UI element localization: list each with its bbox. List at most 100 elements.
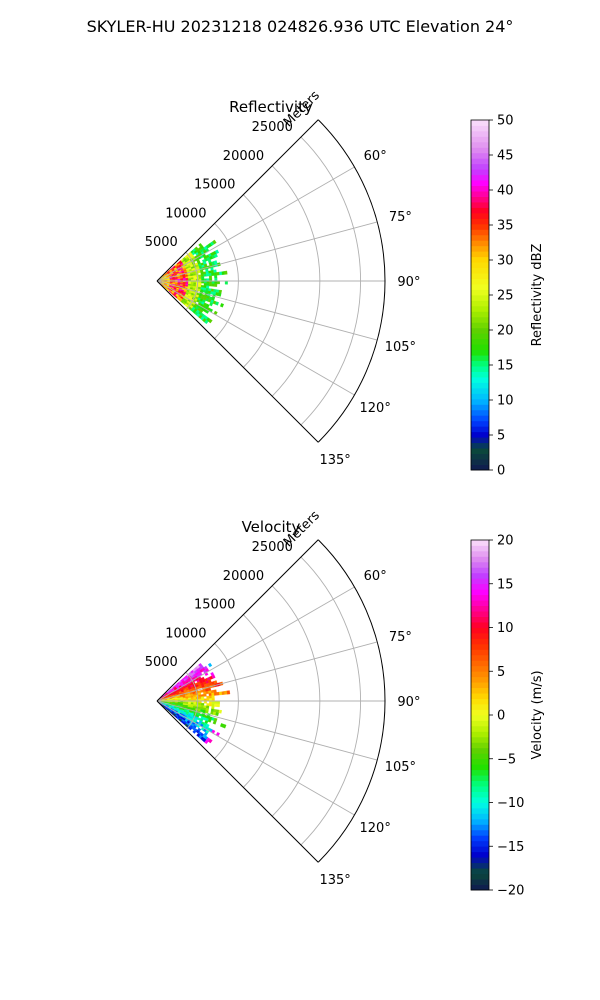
colorbar-tick-label: 0	[497, 709, 505, 724]
colorbar-swatch	[471, 223, 489, 230]
figure-suptitle: SKYLER-HU 20231218 024826.936 UTC Elevat…	[87, 17, 514, 36]
colorbar-swatch	[471, 136, 489, 143]
colorbar-swatch	[471, 835, 489, 842]
colorbar-swatch	[471, 616, 489, 623]
data-cell	[206, 695, 210, 699]
colorbar-swatch	[471, 802, 489, 809]
velocity-polar-axes: Velocity500010000150002000025000Meters60…	[145, 508, 421, 888]
colorbar-swatch	[471, 873, 489, 880]
colorbar-swatch	[471, 594, 489, 601]
colorbar-swatch	[471, 240, 489, 247]
colorbar-swatch	[471, 120, 489, 126]
colorbar-swatch	[471, 687, 489, 694]
colorbar-tick-label: −20	[497, 884, 524, 899]
reflectivity-data-field	[156, 239, 228, 325]
colorbar-swatch	[471, 879, 489, 885]
azimuth-gridline	[156, 280, 355, 396]
colorbar-swatch	[471, 846, 489, 853]
radial-tick-label: 10000	[165, 206, 206, 221]
colorbar-swatch	[471, 818, 489, 825]
colorbar-swatch	[471, 229, 489, 236]
colorbar-swatch	[471, 338, 489, 345]
data-cell	[216, 280, 220, 285]
colorbar-tick-label: 5	[497, 665, 505, 680]
colorbar-swatch	[471, 649, 489, 656]
data-cell	[190, 277, 194, 280]
colorbar-swatch	[471, 125, 489, 132]
colorbar-swatch	[471, 163, 489, 170]
colorbar-tick-label: 40	[497, 184, 514, 199]
data-cell	[188, 697, 192, 700]
colorbar-swatch	[471, 459, 489, 465]
data-cell	[216, 691, 220, 696]
colorbar-tick-label: −5	[497, 752, 516, 767]
colorbar-tick-label: 45	[497, 149, 514, 164]
colorbar-swatch	[471, 152, 489, 159]
colorbar-swatch	[471, 344, 489, 351]
colorbar-swatch	[471, 398, 489, 405]
data-cell	[214, 249, 220, 254]
colorbar-swatch	[471, 627, 489, 634]
colorbar-swatch	[471, 567, 489, 574]
sector-edge-north	[156, 119, 319, 282]
azimuth-tick-label: 60°	[364, 569, 387, 584]
data-cell	[192, 729, 197, 734]
colorbar-swatch	[471, 742, 489, 749]
colorbar-swatch	[471, 556, 489, 563]
data-cell	[219, 271, 223, 276]
colorbar-swatch	[471, 393, 489, 400]
colorbar-label: Velocity (m/s)	[530, 670, 545, 759]
data-cell	[198, 694, 202, 698]
data-cell	[217, 292, 222, 297]
colorbar-swatch	[471, 545, 489, 552]
colorbar-swatch	[471, 638, 489, 645]
colorbar-swatch	[471, 725, 489, 732]
colorbar-tick-label: 35	[497, 219, 514, 234]
colorbar-swatch	[471, 431, 489, 438]
colorbar-swatch	[471, 349, 489, 356]
data-cell	[221, 271, 225, 275]
data-cell	[203, 273, 207, 277]
data-cell	[207, 662, 213, 668]
colorbar-swatch	[471, 404, 489, 411]
data-cell	[215, 301, 219, 306]
azimuth-tick-label: 105°	[385, 760, 416, 775]
velocity-panel: Velocity500010000150002000025000Meters60…	[145, 508, 545, 898]
azimuth-tick-label: 105°	[385, 340, 416, 355]
data-cell	[212, 720, 217, 725]
azimuth-gridline	[156, 700, 378, 761]
data-cell	[218, 709, 222, 714]
colorbar-swatch	[471, 185, 489, 192]
colorbar-swatch	[471, 851, 489, 858]
colorbar-swatch	[471, 622, 489, 628]
colorbar-swatch	[471, 169, 489, 176]
colorbar-swatch	[471, 437, 489, 444]
data-cell	[198, 274, 202, 278]
colorbar-swatch	[471, 333, 489, 340]
colorbar-swatch	[471, 676, 489, 683]
data-cell	[201, 276, 205, 280]
data-cell	[224, 270, 228, 275]
colorbar-swatch	[471, 174, 489, 181]
azimuth-gridline	[156, 641, 378, 702]
colorbar-swatch	[471, 267, 489, 274]
colorbar-swatch	[471, 786, 489, 792]
colorbar-swatch	[471, 704, 489, 710]
colorbar-swatch	[471, 256, 489, 263]
colorbar-swatch	[471, 600, 489, 607]
colorbar-swatch	[471, 632, 489, 639]
colorbar-swatch	[471, 305, 489, 312]
azimuth-gridline	[156, 700, 355, 816]
colorbar-swatch	[471, 158, 489, 165]
data-cell	[208, 318, 213, 324]
data-cell	[213, 253, 218, 258]
colorbar-swatch	[471, 262, 489, 269]
colorbar-swatch	[471, 251, 489, 258]
colorbar-swatch	[471, 605, 489, 612]
colorbar-swatch	[471, 611, 489, 617]
data-cell	[215, 712, 219, 716]
colorbar-swatch	[471, 141, 489, 148]
colorbar-swatch	[471, 829, 489, 836]
data-cell	[214, 703, 218, 707]
